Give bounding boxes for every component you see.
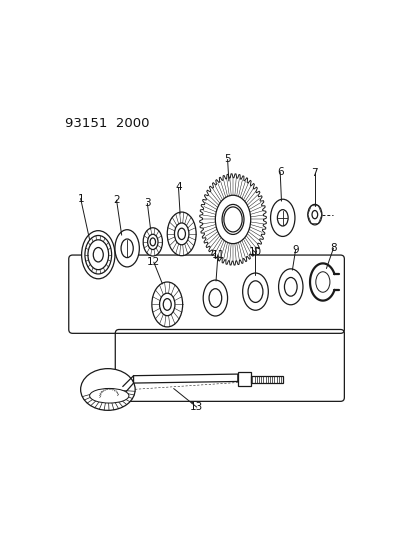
Ellipse shape xyxy=(88,240,108,270)
Ellipse shape xyxy=(159,293,175,316)
Ellipse shape xyxy=(311,211,317,219)
Ellipse shape xyxy=(163,298,171,310)
Text: 5: 5 xyxy=(224,155,230,165)
Ellipse shape xyxy=(81,369,135,410)
Ellipse shape xyxy=(147,235,158,249)
Ellipse shape xyxy=(215,195,250,244)
Ellipse shape xyxy=(93,247,103,262)
Polygon shape xyxy=(133,374,237,383)
Ellipse shape xyxy=(277,209,287,226)
Ellipse shape xyxy=(81,231,115,279)
Text: 11: 11 xyxy=(211,250,224,260)
Polygon shape xyxy=(237,373,250,386)
Text: 93151  2000: 93151 2000 xyxy=(64,117,149,130)
Text: 4: 4 xyxy=(175,182,181,192)
Ellipse shape xyxy=(178,228,185,239)
Ellipse shape xyxy=(247,281,262,302)
Text: 13: 13 xyxy=(190,402,203,412)
Text: 3: 3 xyxy=(144,198,150,208)
Ellipse shape xyxy=(115,230,139,267)
Ellipse shape xyxy=(278,269,302,305)
Ellipse shape xyxy=(85,236,112,274)
Ellipse shape xyxy=(150,238,155,246)
Polygon shape xyxy=(250,376,282,383)
Ellipse shape xyxy=(174,223,188,245)
Text: 2: 2 xyxy=(113,195,120,205)
Text: 10: 10 xyxy=(248,247,261,256)
Ellipse shape xyxy=(270,199,294,237)
Ellipse shape xyxy=(143,228,162,256)
Ellipse shape xyxy=(307,204,321,225)
Ellipse shape xyxy=(284,278,297,296)
Text: 6: 6 xyxy=(276,167,283,177)
Ellipse shape xyxy=(203,280,227,316)
Text: 8: 8 xyxy=(329,243,336,253)
Text: 7: 7 xyxy=(311,168,318,178)
Ellipse shape xyxy=(242,273,268,310)
Ellipse shape xyxy=(89,389,128,403)
Text: 12: 12 xyxy=(147,257,160,267)
Ellipse shape xyxy=(167,212,196,256)
Ellipse shape xyxy=(223,207,242,232)
Ellipse shape xyxy=(209,289,221,308)
Ellipse shape xyxy=(201,176,264,263)
Ellipse shape xyxy=(221,205,243,235)
Ellipse shape xyxy=(152,282,182,327)
Ellipse shape xyxy=(121,239,133,257)
Ellipse shape xyxy=(315,272,329,292)
Text: 9: 9 xyxy=(292,245,298,255)
Text: 1: 1 xyxy=(77,193,84,204)
